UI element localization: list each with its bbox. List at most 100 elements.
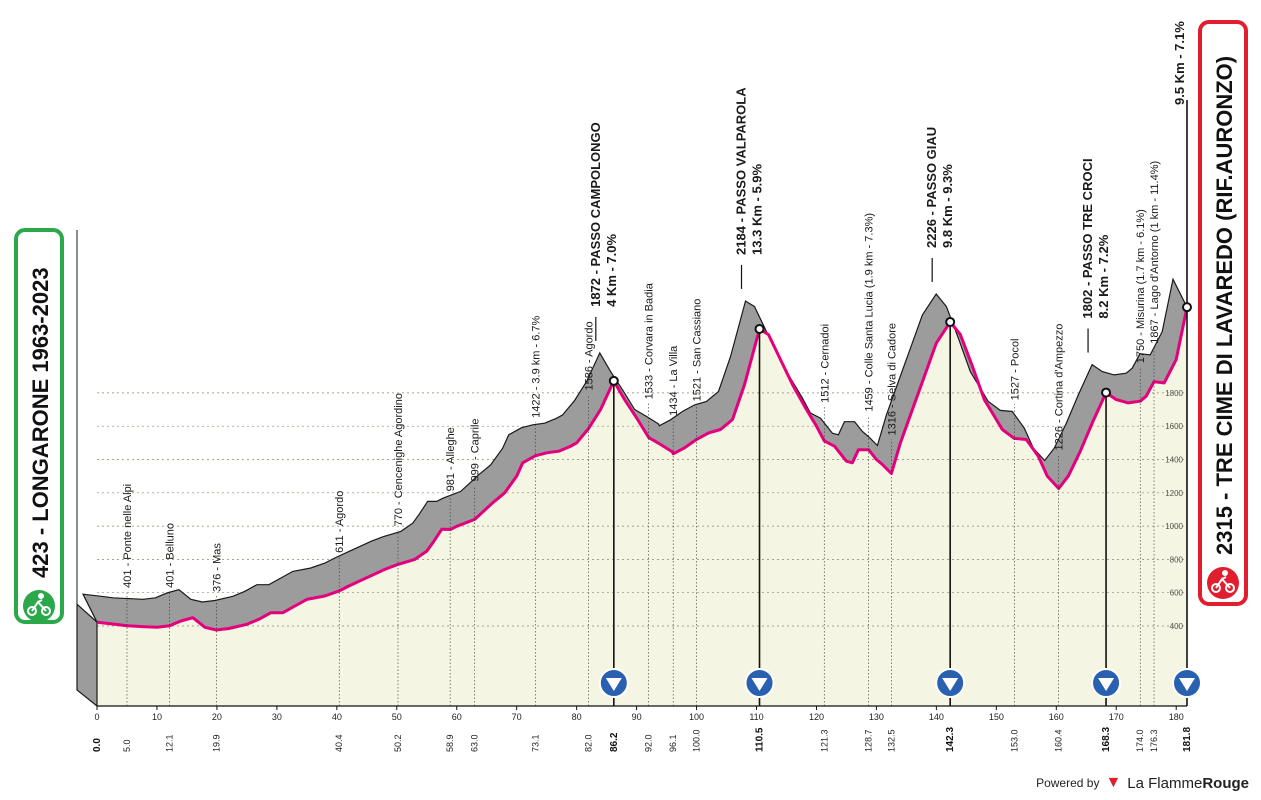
footer: Powered by ▼ La FlammeRouge [1036, 774, 1249, 792]
x-tick-label: 170 [1109, 712, 1124, 722]
climb-name-label: 2226 - PASSO GIAU [924, 127, 939, 248]
cyclist-climb-icon [1211, 570, 1235, 593]
town-label: 1459 - Colle Santa Lucia (1.9 km - 7.3%) [864, 213, 876, 412]
finish-panel: 2315 - TRE CIME DI LAVAREDO (RIF.AURONZO… [1172, 20, 1248, 606]
town-label: 999 - Caprile [470, 418, 482, 481]
kom-marker-icon [605, 678, 622, 691]
town-label: 981 - Alleghe [445, 427, 457, 491]
km-label: 128.7 [864, 729, 874, 752]
km-label: 50.2 [393, 734, 403, 752]
x-tick-label: 120 [809, 712, 824, 722]
final-climb-label: 9.5 Km - 7.1% [1172, 21, 1187, 105]
km-label: 5.0 [122, 739, 132, 752]
finish-summit-dot [1182, 302, 1192, 313]
town-label: 1527 - Pocol [1009, 339, 1021, 401]
relief-edge [76, 602, 98, 708]
x-axis: 0 10 20 30 40 50 60 70 80 90 100 110 120 130 140 150 160… [92, 705, 1193, 752]
km-label: 92.0 [644, 734, 654, 752]
km-label: 19.9 [211, 734, 221, 752]
x-tick-label: 140 [929, 712, 944, 722]
town-labels: 401 - Ponte nelle Alpi 401 - Belluno 376 -… [122, 161, 1161, 706]
y-tick-label: 800 [1170, 555, 1184, 564]
km-label: 58.9 [445, 734, 455, 752]
climb-stats-label: 4 Km - 7.0% [604, 233, 619, 306]
climb-stats-label: 8.2 Km - 7.2% [1096, 234, 1111, 318]
town-label: 1512 - Cernadoi [819, 324, 831, 403]
finish-panel-frame [1198, 20, 1248, 606]
km-label: 100.0 [692, 729, 702, 752]
cyclist-icon [27, 593, 51, 616]
km-label: 96.1 [668, 734, 678, 752]
km-label: 82.0 [584, 734, 594, 752]
town-label: 1867 - Lago d'Antorno (1 km - 11.4%) [1149, 161, 1161, 344]
y-axis-ticks: 400 600 800 1000 1200 1400 1600 1800 [1165, 389, 1183, 631]
start-panel: 423 - LONGARONE 1963-2023 [14, 228, 64, 624]
brand-name-b: Rouge [1202, 774, 1249, 792]
x-tick-label: 80 [572, 712, 582, 722]
y-tick-label: 400 [1170, 622, 1184, 631]
town-label: 1316 - Selva di Cadore [886, 323, 898, 436]
x-tick-label: 40 [332, 712, 342, 722]
powered-by-text: Powered by [1036, 776, 1100, 790]
km-label: 73.1 [530, 734, 540, 752]
x-tick-label: 110 [749, 712, 763, 722]
profile-area [97, 307, 1187, 706]
kom-markers: 1872 - PASSO CAMPOLONGO 4 Km - 7.0% 2184 -… [588, 87, 1202, 706]
start-label: 423 - LONGARONE 1963-2023 [28, 267, 53, 578]
x-tick-label: 60 [452, 712, 462, 722]
finish-label: 2315 - TRE CIME DI LAVAREDO (RIF.AURONZO… [1212, 56, 1237, 555]
kom-marker-icon [1098, 678, 1115, 691]
x-tick-label: 10 [152, 712, 162, 722]
town-label: 1226 - Cortina d'Ampezzo [1054, 324, 1066, 451]
climb-stats-label: 9.8 Km - 9.3% [940, 164, 955, 248]
town-label: 611 - Agordo [334, 491, 346, 553]
town-label: 376 - Mas [211, 543, 223, 592]
flame-icon: ▼ [1105, 774, 1122, 791]
town-label: 1521 - San Cassiano [692, 299, 704, 402]
town-label: 401 - Belluno [165, 523, 177, 588]
km-label: 168.3 [1101, 727, 1112, 752]
climb-name-label: 2184 - PASSO VALPAROLA [734, 87, 749, 255]
climb-name-label: 1872 - PASSO CAMPOLONGO [588, 122, 603, 307]
km-label: 174.0 [1135, 729, 1145, 752]
x-tick-label: 0 [94, 712, 99, 722]
brand-name: La FlammeRouge [1127, 775, 1249, 792]
x-tick-label: 50 [392, 712, 402, 722]
x-tick-label: 160 [1049, 712, 1064, 722]
km-label: 153.0 [1009, 729, 1019, 752]
town-label: 1750 - Misurina (1.7 km - 6.1%) [1135, 209, 1147, 363]
km-label: 176.3 [1149, 729, 1159, 752]
x-tick-label: 90 [632, 712, 642, 722]
climb-summit-dot [1101, 387, 1112, 398]
town-label: 401 - Ponte nelle Alpi [122, 484, 134, 588]
profile-line [96, 306, 1189, 632]
climb-name-label: 1802 - PASSO TRE CROCI [1080, 158, 1095, 318]
km-label: 132.5 [886, 729, 896, 752]
kom-marker-icon [1179, 678, 1195, 691]
town-label: 770 - Cencenighe Agordino [393, 393, 405, 526]
km-label: 160.4 [1054, 729, 1064, 752]
y-tick-label: 1800 [1165, 389, 1183, 398]
km-label: 142.3 [945, 727, 956, 752]
km-label: 0.0 [92, 738, 103, 752]
brand-name-a: La Flamme [1127, 774, 1203, 792]
x-tick-label: 180 [1169, 712, 1184, 722]
km-label: 86.2 [609, 732, 620, 752]
y-tick-label: 1600 [1165, 422, 1183, 431]
town-label: 1586 - Agordo [584, 321, 596, 390]
km-label: 40.4 [334, 734, 344, 752]
profile-line-layer [96, 306, 1189, 632]
climb-summit-dot [945, 316, 956, 327]
y-tick-label: 1400 [1165, 456, 1183, 465]
x-tick-label: 30 [272, 712, 282, 722]
climb-summit-dot [754, 323, 765, 334]
profile-fill-layer [97, 307, 1187, 706]
x-tick-label: 150 [989, 712, 1004, 722]
town-label: 1422 - 3.9 km - 6.7% [530, 316, 542, 418]
y-tick-label: 600 [1170, 589, 1184, 598]
x-tick-label: 20 [212, 712, 222, 722]
kom-marker-icon [942, 678, 959, 691]
x-tick-label: 70 [512, 712, 522, 722]
km-label: 110.5 [755, 727, 766, 752]
